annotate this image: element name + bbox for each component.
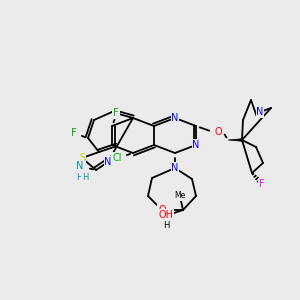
Text: H: H bbox=[76, 173, 82, 182]
Text: N: N bbox=[76, 161, 84, 171]
Text: F: F bbox=[113, 108, 119, 118]
Text: N: N bbox=[171, 113, 179, 123]
Text: F: F bbox=[71, 128, 77, 138]
Text: H: H bbox=[82, 173, 88, 182]
Text: S: S bbox=[79, 153, 85, 163]
Text: N: N bbox=[171, 163, 179, 173]
Text: O: O bbox=[214, 127, 222, 137]
Text: N: N bbox=[192, 140, 200, 150]
Text: O: O bbox=[158, 205, 166, 215]
Text: N: N bbox=[104, 157, 112, 167]
Polygon shape bbox=[228, 139, 242, 141]
Text: Me: Me bbox=[174, 191, 186, 200]
Text: H: H bbox=[163, 220, 169, 230]
Text: OH: OH bbox=[158, 210, 173, 220]
Text: Cl: Cl bbox=[112, 153, 122, 163]
Text: N: N bbox=[256, 107, 264, 117]
Text: F: F bbox=[259, 179, 265, 189]
